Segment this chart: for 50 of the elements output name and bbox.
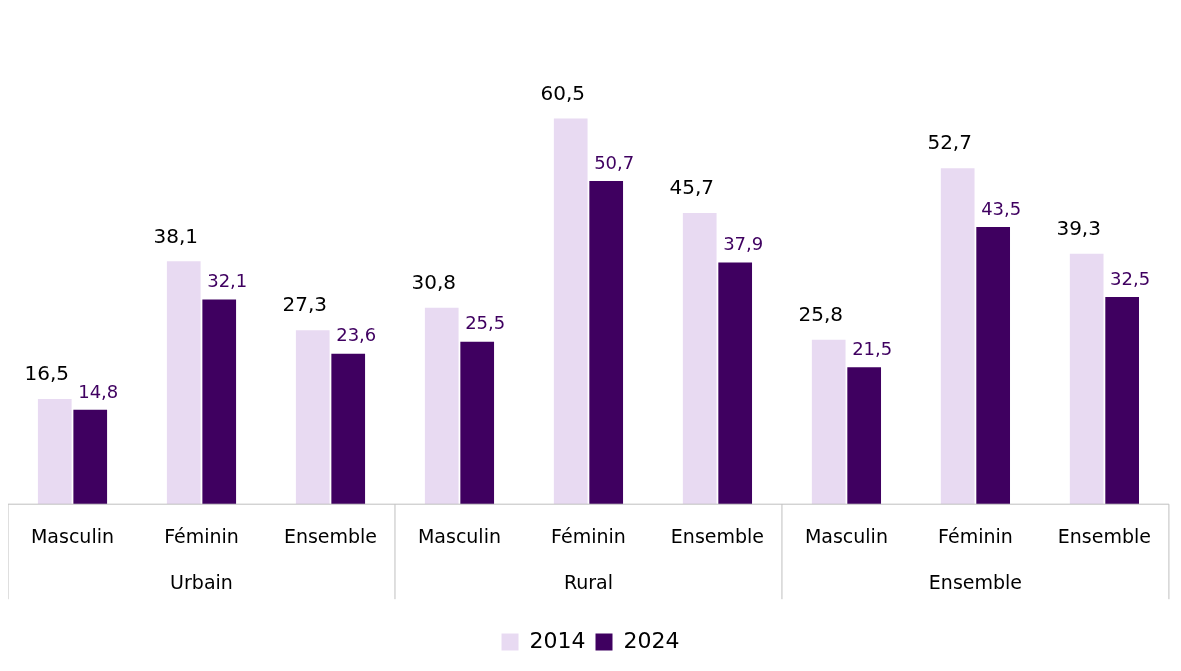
x-tick-label: Ensemble bbox=[283, 524, 378, 547]
bar bbox=[460, 341, 495, 505]
bar bbox=[589, 181, 624, 505]
x-tick-label: Masculin bbox=[30, 524, 115, 547]
data-label: 60,5 bbox=[540, 80, 585, 105]
data-label: 25,8 bbox=[798, 301, 843, 326]
data-label: 30,8 bbox=[411, 270, 456, 295]
bar bbox=[682, 212, 717, 505]
data-label: 27,3 bbox=[282, 292, 327, 317]
bar bbox=[331, 353, 366, 505]
x-tick-label: Féminin bbox=[164, 524, 239, 547]
x-tick-label: Masculin bbox=[804, 524, 888, 547]
data-label: 32,5 bbox=[1110, 267, 1151, 289]
bar bbox=[166, 261, 201, 505]
bar bbox=[202, 299, 237, 505]
data-label: 21,5 bbox=[852, 337, 893, 359]
bar bbox=[424, 307, 459, 505]
data-label: 14,8 bbox=[78, 380, 119, 402]
data-label: 16,5 bbox=[24, 361, 70, 386]
legend-label: 2014 bbox=[529, 627, 586, 653]
data-label: 50,7 bbox=[594, 151, 635, 173]
data-label: 52,7 bbox=[927, 130, 972, 155]
data-label: 37,9 bbox=[723, 233, 764, 255]
x-tick-label: Ensemble bbox=[1057, 524, 1152, 547]
bar bbox=[718, 262, 753, 505]
x-tick-label: Féminin bbox=[551, 524, 626, 547]
data-label: 23,6 bbox=[336, 324, 377, 346]
x-tick-label: Masculin bbox=[417, 524, 501, 547]
bar bbox=[1069, 253, 1104, 505]
text: Ensemble bbox=[928, 571, 1023, 594]
data-label: 38,1 bbox=[153, 223, 199, 248]
data-label: 39,3 bbox=[1056, 215, 1101, 240]
data-label: 43,5 bbox=[981, 197, 1022, 219]
x-tick-label: Féminin bbox=[938, 524, 1013, 547]
legend-label: 2024 bbox=[623, 627, 680, 653]
bar bbox=[73, 409, 108, 505]
bar bbox=[847, 367, 882, 505]
x-tick-label: Ensemble bbox=[670, 524, 765, 547]
bar bbox=[976, 226, 1011, 505]
data-label: 45,7 bbox=[669, 175, 714, 200]
bar bbox=[295, 330, 330, 505]
text: Rural bbox=[563, 571, 614, 594]
bar bbox=[940, 168, 975, 505]
bar bbox=[553, 118, 588, 505]
data-label: 32,1 bbox=[207, 270, 248, 292]
data-label: 25,5 bbox=[465, 312, 506, 334]
bar bbox=[811, 339, 846, 505]
bar bbox=[1105, 297, 1139, 505]
bar bbox=[37, 399, 72, 505]
text: Urbain bbox=[170, 571, 233, 594]
